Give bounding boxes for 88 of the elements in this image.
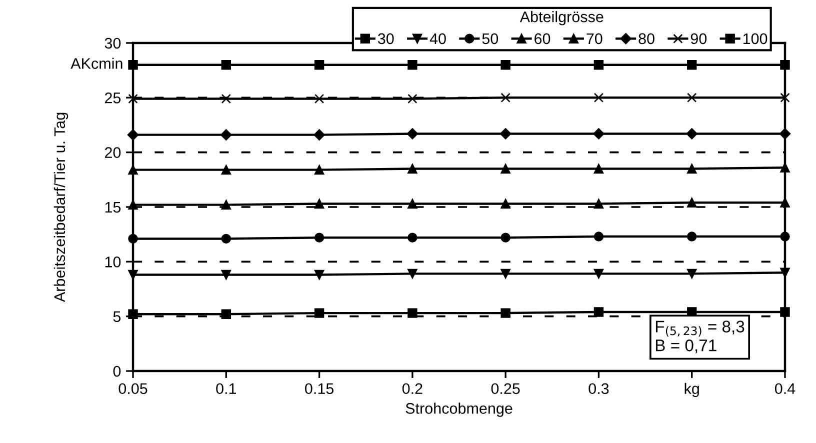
point (594, 92, 604, 103)
legend-label: 80 (638, 33, 654, 44)
point (686, 92, 697, 103)
y-tick-label: 25 (104, 92, 121, 104)
point (221, 164, 232, 175)
point (594, 164, 604, 174)
legend-label: 70 (586, 33, 602, 44)
point (314, 129, 325, 140)
point (408, 308, 418, 318)
legend-label: 40 (430, 33, 446, 44)
point (314, 60, 324, 70)
point (220, 129, 232, 140)
point (406, 128, 418, 140)
point (314, 94, 324, 104)
point (686, 128, 698, 140)
point (780, 162, 790, 172)
point (686, 268, 697, 279)
point (408, 60, 418, 70)
y-tick-label: 10 (105, 256, 121, 268)
point (408, 232, 418, 242)
point (500, 268, 510, 279)
x-tick-label: 0.2 (402, 383, 422, 394)
point (500, 232, 510, 242)
point (314, 232, 324, 242)
y-tick-label: 5 (113, 311, 121, 322)
point (780, 307, 790, 317)
y-tick-label: 15 (105, 202, 121, 213)
x-tick-label: 0.3 (588, 383, 609, 394)
point (500, 128, 512, 140)
point (314, 164, 324, 175)
x-tick-label: 0.05 (118, 383, 148, 394)
point (500, 308, 510, 318)
point (500, 92, 510, 103)
x-tick-label: kg (684, 382, 699, 398)
point (221, 270, 232, 280)
x-tick-label: 0.15 (305, 383, 334, 394)
x-axis-title: Strohcobmenge (406, 402, 512, 417)
point (127, 129, 139, 140)
point (314, 308, 324, 318)
point (221, 94, 232, 104)
point (780, 92, 790, 103)
point (314, 270, 324, 280)
point (221, 200, 232, 210)
point (128, 270, 138, 280)
point (500, 60, 510, 70)
point (780, 232, 790, 242)
legend-label: 30 (378, 33, 394, 44)
y-tick-label: 20 (104, 147, 121, 158)
legend-label: 60 (534, 33, 550, 44)
point (780, 268, 790, 278)
point (221, 60, 232, 70)
x-tick-label: 0.25 (491, 383, 520, 394)
point (686, 232, 697, 242)
x-tick-label: 0.4 (774, 383, 796, 394)
point (779, 128, 791, 140)
point (408, 268, 418, 279)
point (500, 198, 510, 209)
point (686, 60, 697, 70)
point (314, 198, 324, 209)
y-tick-label: 0 (113, 366, 121, 377)
legend-label: 100 (743, 33, 768, 44)
legend-title: Abteilgrösse (520, 11, 604, 26)
point (128, 60, 138, 70)
point (780, 60, 790, 70)
y-axis-title: Arbeitszeitbedarf/Tier u. Tag (54, 112, 68, 302)
point (221, 234, 232, 244)
point (500, 164, 510, 174)
point (686, 198, 697, 208)
legend-label: 90 (690, 33, 707, 44)
legend-label: 50 (482, 33, 498, 44)
point (594, 60, 604, 70)
point (780, 198, 790, 208)
y-tick-label: 30 (104, 38, 121, 49)
point (594, 268, 604, 279)
point (221, 309, 232, 320)
point (594, 232, 604, 242)
point (408, 164, 418, 174)
x-tick-label: 0.1 (216, 383, 236, 394)
annotation: F$_{(5,23)}$ = 8,3 B = 0,71 (656, 320, 744, 354)
text: AKcmin (70, 58, 122, 69)
point (408, 198, 418, 209)
point (408, 94, 418, 104)
point (686, 164, 697, 174)
point (128, 234, 138, 244)
point (594, 307, 604, 317)
point (128, 164, 138, 175)
point (594, 198, 604, 209)
point (593, 128, 604, 140)
